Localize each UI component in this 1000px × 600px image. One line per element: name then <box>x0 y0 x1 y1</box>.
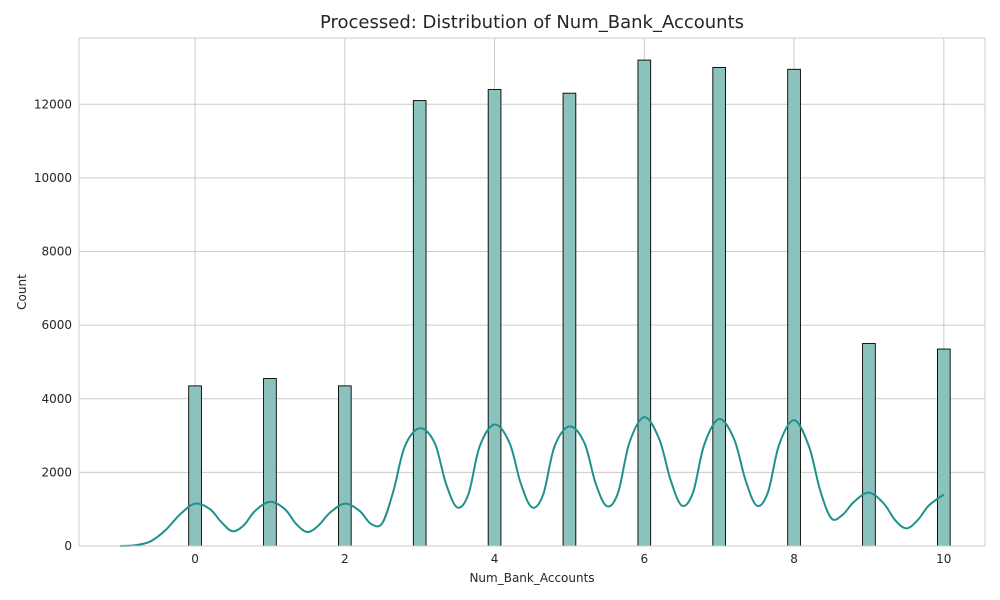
bars <box>188 59 951 547</box>
grid-lines <box>79 38 985 547</box>
histogram-bar <box>337 385 352 547</box>
histogram-bar <box>562 92 577 547</box>
x-tick-label: 2 <box>341 552 349 566</box>
y-axis-label: Count <box>15 274 29 310</box>
x-tick-label: 6 <box>640 552 648 566</box>
tick-labels: 0 2 4 6 8 10 0 2000 4000 6000 8000 10000 12000 <box>34 97 952 566</box>
histogram-bar <box>263 378 277 547</box>
y-tick-label: 0 <box>64 539 72 553</box>
x-tick-label: 10 <box>936 552 951 566</box>
kde-curve <box>120 416 945 547</box>
x-tick-label: 0 <box>191 552 199 566</box>
histogram-bar <box>862 343 876 547</box>
plot-frame <box>78 37 986 547</box>
histogram-bar <box>787 68 801 547</box>
chart-title: Processed: Distribution of Num_Bank_Acco… <box>320 12 744 33</box>
histogram-bar <box>937 348 951 547</box>
histogram-bar <box>487 89 502 547</box>
histogram-bar <box>412 100 427 547</box>
y-tick-label: 6000 <box>41 318 72 332</box>
x-tick-label: 4 <box>491 552 499 566</box>
histogram-bar <box>637 59 652 547</box>
histogram-bar <box>188 385 202 547</box>
histogram-bar <box>712 66 727 547</box>
y-tick-label: 10000 <box>34 171 72 185</box>
x-tick-label: 8 <box>790 552 798 566</box>
y-tick-label: 12000 <box>34 97 72 111</box>
y-tick-label: 4000 <box>41 392 72 406</box>
y-tick-label: 8000 <box>41 245 72 259</box>
y-tick-label: 2000 <box>41 465 72 479</box>
x-axis-label: Num_Bank_Accounts <box>469 571 594 585</box>
